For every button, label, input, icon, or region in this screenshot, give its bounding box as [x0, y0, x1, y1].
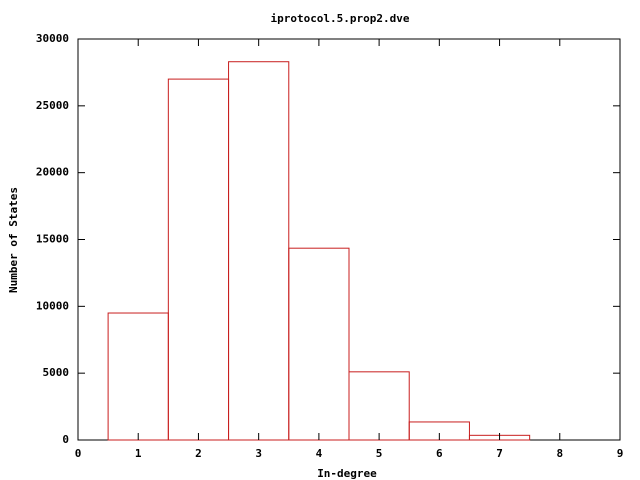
x-tick-label: 2	[195, 447, 202, 460]
x-tick-label: 1	[135, 447, 142, 460]
bar	[107, 312, 169, 441]
x-tick-label: 3	[255, 447, 262, 460]
x-tick-label: 8	[556, 447, 563, 460]
y-tick-label: 30000	[36, 32, 69, 45]
y-tick-label: 0	[62, 433, 69, 446]
y-tick-label: 10000	[36, 299, 69, 312]
x-axis-label: In-degree	[317, 467, 377, 480]
x-tick-label: 5	[376, 447, 383, 460]
x-tick-label: 6	[436, 447, 443, 460]
bar	[288, 247, 350, 441]
y-tick-label: 25000	[36, 99, 69, 112]
bar	[228, 61, 290, 441]
x-tick-label: 7	[496, 447, 503, 460]
x-tick-label: 0	[75, 447, 82, 460]
bar	[167, 78, 230, 441]
x-tick-label: 4	[316, 447, 323, 460]
y-tick-label: 15000	[36, 233, 69, 246]
y-axis-label: Number of States	[7, 187, 20, 293]
bar	[348, 371, 410, 441]
y-tick-label: 5000	[43, 366, 70, 379]
chart-title: iprotocol.5.prop2.dve	[270, 12, 409, 25]
x-tick-label: 9	[617, 447, 624, 460]
y-tick-label: 20000	[36, 166, 69, 179]
